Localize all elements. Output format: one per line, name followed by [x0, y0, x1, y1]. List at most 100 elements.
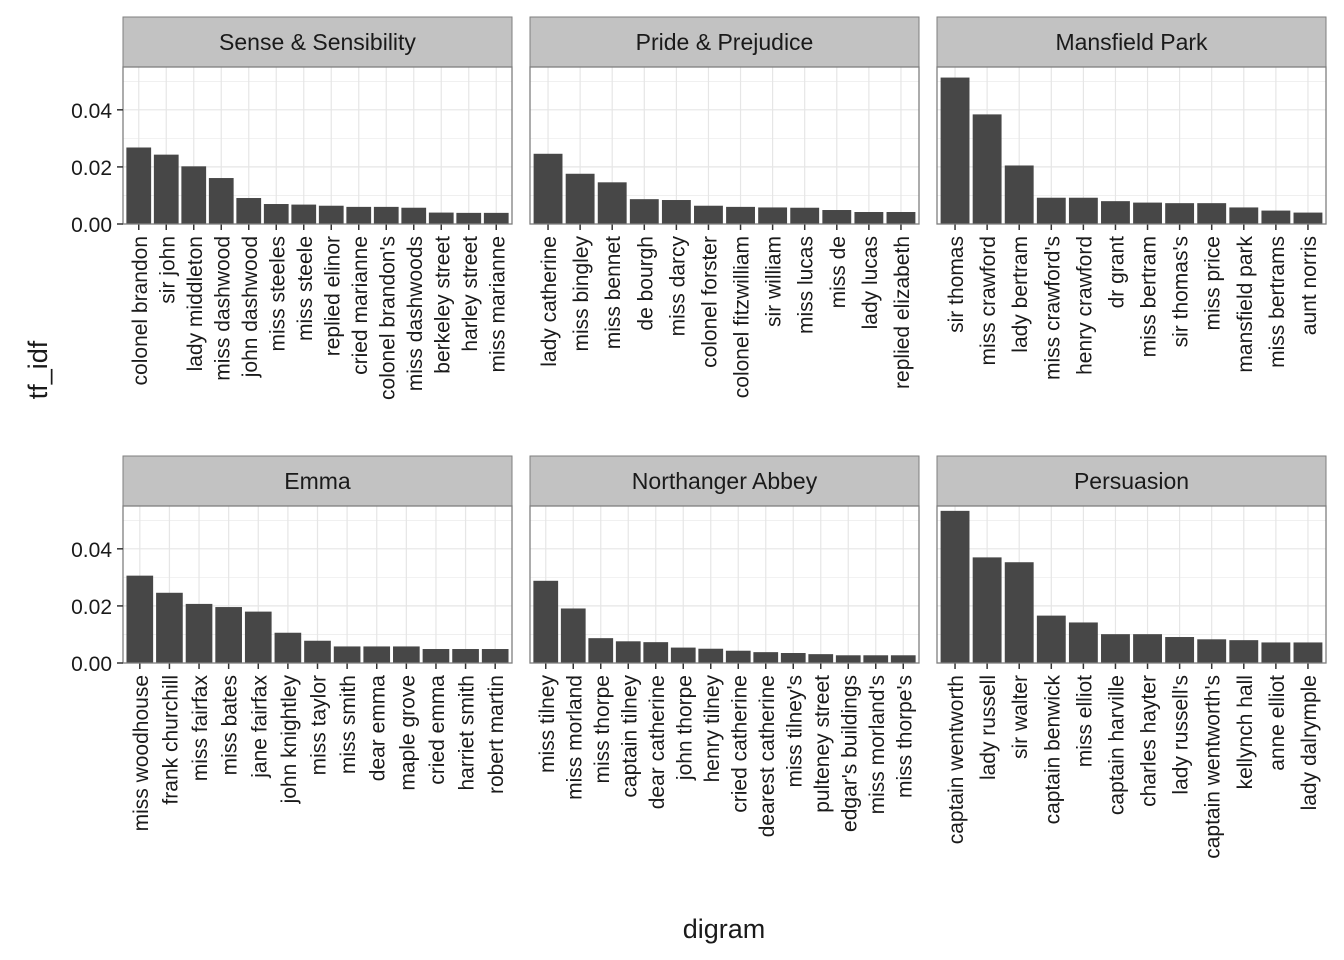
x-tick-label: sir walter [1009, 675, 1032, 759]
x-tick-label: john knightley [278, 675, 301, 805]
bar [1101, 201, 1130, 224]
x-tick-label: lady dalrymple [1298, 675, 1321, 810]
bar [1229, 640, 1259, 663]
x-tick-label: captain benwick [1041, 675, 1064, 825]
panel-border [122, 66, 513, 225]
x-tick-label: dear emma [367, 675, 390, 782]
x-tick-label: miss morland's [866, 675, 889, 814]
panel-background [530, 506, 919, 663]
x-tick-label: mansfield park [1234, 236, 1257, 373]
bar [126, 147, 152, 224]
bar [1036, 615, 1066, 663]
x-tick-label: edgar's buildings [838, 675, 861, 832]
facet-panel: Persuasion captain wentworth lady russell s… [936, 455, 1327, 859]
facet-strip [936, 455, 1327, 507]
facet-panel: Pride & Prejudice lady catherine miss bing… [529, 16, 920, 398]
x-tick-label: miss smith [337, 675, 360, 774]
bar [780, 653, 806, 663]
x-tick-label: miss bertrams [1266, 236, 1289, 368]
facet-strip [122, 16, 513, 68]
bar [156, 592, 183, 663]
bar [422, 649, 450, 663]
bar [597, 182, 627, 224]
bar [726, 206, 755, 224]
y-tick-label: 0.00 [71, 653, 112, 676]
bar [1197, 203, 1227, 224]
bar [972, 114, 1002, 224]
x-tick-label: frank churchill [159, 675, 182, 805]
x-tick-label: lady russell's [1170, 675, 1193, 795]
x-tick-label: lady lucas [859, 236, 882, 329]
bar [1293, 212, 1323, 224]
bar [643, 642, 669, 663]
bar [181, 166, 207, 224]
bar [890, 655, 916, 663]
bar [940, 77, 970, 224]
bar [1229, 207, 1259, 224]
x-tick-label: harriet smith [456, 675, 479, 791]
bar [373, 206, 399, 224]
x-tick-label: miss thorpe's [893, 675, 916, 798]
x-tick-label: captain wentworth's [1202, 675, 1225, 859]
x-tick-label: sir john [156, 236, 179, 304]
facet-title: Sense & Sensibility [219, 29, 416, 55]
x-tick-label: miss woodhouse [130, 675, 153, 831]
bar [1293, 642, 1323, 663]
bar [452, 649, 479, 663]
x-tick-label: dearest catherine [756, 675, 779, 837]
bar [215, 607, 242, 663]
y-axis-title: tf_idf [23, 340, 53, 399]
x-tick-label: dear catherine [646, 675, 669, 809]
bar [363, 646, 391, 663]
bar [236, 198, 262, 224]
x-tick-label: maple grove [396, 675, 419, 791]
panel-border [529, 505, 920, 664]
x-tick-label: miss bates [219, 675, 242, 775]
x-tick-label: miss morland [563, 675, 586, 800]
x-tick-label: cried catherine [728, 675, 751, 813]
x-tick-label: miss price [1202, 236, 1225, 331]
panel-background [937, 67, 1326, 224]
y-tick-label: 0.04 [71, 100, 112, 123]
x-tick-label: miss crawford [977, 236, 1000, 366]
facet-strip [936, 16, 1327, 68]
bar [565, 173, 595, 224]
bar [401, 207, 427, 224]
x-tick-label: miss tilney [536, 675, 559, 774]
bar [615, 641, 641, 663]
x-tick-label: colonel forster [698, 236, 721, 368]
bar [670, 647, 696, 663]
facet-title: Persuasion [1074, 468, 1189, 494]
x-tick-label: miss steeles [266, 236, 289, 352]
x-axis-title: digram [683, 914, 766, 944]
bar [185, 603, 213, 663]
bar [533, 153, 563, 224]
x-tick-label: miss marianne [486, 236, 509, 373]
panel-border [936, 66, 1327, 225]
x-tick-label: miss bingley [570, 236, 593, 352]
x-tick-label: captain harville [1105, 675, 1128, 815]
bar [1197, 639, 1227, 663]
bar [560, 608, 586, 663]
bar [428, 212, 454, 224]
x-tick-label: colonel fitzwilliam [731, 236, 754, 398]
bar [393, 646, 420, 663]
bar [661, 200, 691, 224]
bar [808, 654, 834, 663]
x-tick-label: miss tilney's [783, 675, 806, 788]
y-tick-label: 0.02 [71, 157, 112, 180]
bar [244, 611, 272, 663]
x-tick-label: aunt norris [1298, 236, 1321, 335]
bar [483, 212, 509, 224]
x-tick-label: lady bertram [1009, 236, 1032, 353]
bar [1133, 202, 1162, 224]
bar [1133, 634, 1162, 663]
x-tick-label: de bourgh [634, 236, 657, 331]
x-tick-label: miss crawford's [1041, 236, 1064, 380]
x-tick-label: sir thomas [945, 236, 968, 333]
x-tick-label: miss de [827, 236, 850, 308]
bar [886, 212, 916, 224]
bar [940, 510, 970, 663]
bar [725, 650, 751, 663]
